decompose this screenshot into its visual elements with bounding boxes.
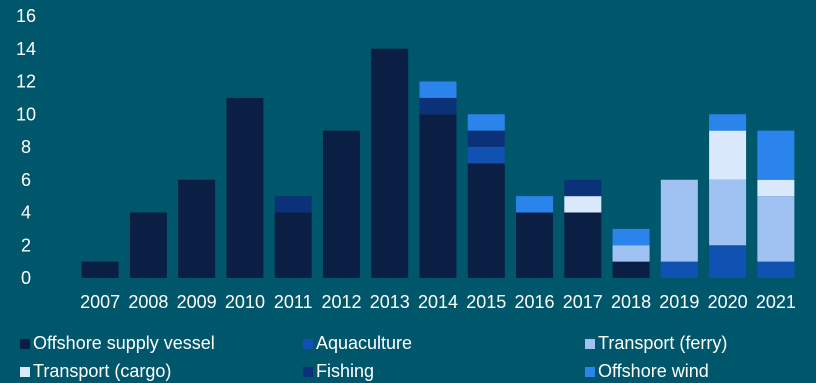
bar-segment bbox=[709, 179, 747, 246]
y-axis: 0 2 4 6 8 10 12 14 16 bbox=[16, 6, 36, 288]
bar-segment bbox=[564, 179, 602, 197]
bar-segment bbox=[419, 97, 457, 115]
bar-segment bbox=[467, 114, 505, 131]
bar-segment bbox=[467, 147, 505, 164]
bar-segment bbox=[371, 48, 409, 278]
bar-segment bbox=[564, 196, 602, 213]
bar-segment bbox=[226, 97, 264, 278]
y-tick-label: 8 bbox=[21, 137, 31, 157]
x-tick-label: 2010 bbox=[225, 292, 265, 312]
bar-segment bbox=[757, 179, 795, 197]
y-tick-label: 14 bbox=[16, 39, 36, 59]
bar-segment bbox=[178, 179, 216, 278]
bar-segment bbox=[612, 228, 650, 246]
bar-segment bbox=[660, 179, 698, 262]
bar-segment bbox=[709, 130, 747, 180]
bar-segment bbox=[274, 196, 312, 213]
bar-segment bbox=[757, 261, 795, 278]
x-tick-label: 2014 bbox=[418, 292, 458, 312]
x-tick-label: 2007 bbox=[80, 292, 120, 312]
y-tick-label: 10 bbox=[16, 104, 36, 124]
bar-segment bbox=[467, 130, 505, 147]
bar-segment bbox=[612, 245, 650, 262]
bar-segment bbox=[419, 81, 457, 98]
bar-segment bbox=[419, 114, 457, 278]
bar-segment bbox=[612, 261, 650, 278]
bars bbox=[81, 48, 795, 278]
bar-segment bbox=[757, 130, 795, 180]
y-tick-label: 6 bbox=[21, 170, 31, 190]
x-tick-label: 2012 bbox=[321, 292, 361, 312]
bar-segment bbox=[564, 212, 602, 278]
y-tick-label: 4 bbox=[21, 203, 31, 223]
y-tick-label: 12 bbox=[16, 72, 36, 92]
y-tick-label: 16 bbox=[16, 6, 36, 26]
x-tick-label: 2008 bbox=[128, 292, 168, 312]
bar-segment bbox=[274, 212, 312, 278]
y-tick-label: 2 bbox=[21, 235, 31, 255]
x-tick-label: 2011 bbox=[274, 292, 313, 312]
bar-segment bbox=[81, 261, 119, 278]
bar-segment bbox=[129, 212, 167, 278]
x-tick-label: 2020 bbox=[708, 292, 748, 312]
x-tick-label: 2013 bbox=[370, 292, 410, 312]
y-tick-label: 0 bbox=[21, 268, 31, 288]
bar-segment bbox=[516, 212, 554, 278]
x-tick-label: 2015 bbox=[466, 292, 506, 312]
bar-segment bbox=[516, 196, 554, 213]
bar-segment bbox=[322, 130, 360, 278]
x-tick-label: 2017 bbox=[563, 292, 603, 312]
x-tick-label: 2009 bbox=[177, 292, 217, 312]
bar-segment bbox=[467, 163, 505, 278]
x-axis: 2007 2008 2009 2010 2011 2012 2013 2014 2015 2016… bbox=[80, 292, 796, 312]
bar-segment bbox=[660, 261, 698, 278]
x-tick-label: 2021 bbox=[756, 292, 796, 312]
bar-segment bbox=[709, 245, 747, 278]
bar-segment bbox=[709, 114, 747, 131]
x-tick-label: 2019 bbox=[659, 292, 699, 312]
x-tick-label: 2016 bbox=[515, 292, 555, 312]
x-tick-label: 2018 bbox=[611, 292, 651, 312]
bar-segment bbox=[757, 196, 795, 262]
